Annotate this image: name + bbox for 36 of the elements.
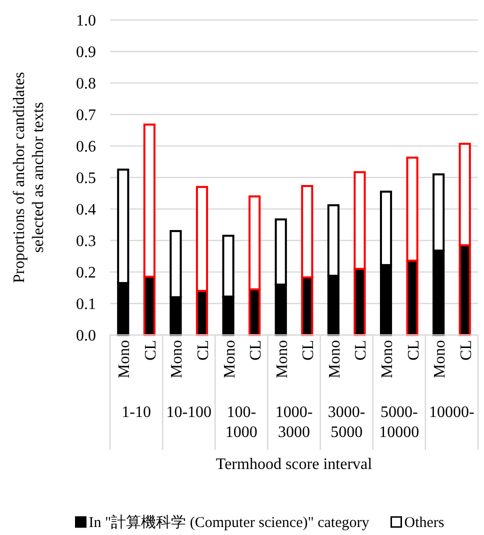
x-tick-label: CL (405, 340, 422, 360)
y-tick-label: 0.1 (76, 296, 96, 314)
y-tick-label: 0.2 (76, 264, 96, 282)
x-tick-label: CL (195, 340, 212, 360)
text: 5000-10000 (379, 404, 420, 441)
text: 10000- (429, 404, 474, 421)
x-tick-label: Mono (379, 340, 396, 378)
x-tick-label: Mono (116, 340, 134, 378)
y-tick-label: 0.0 (76, 328, 96, 345)
text: 10-100 (166, 404, 212, 421)
legend-label: Others (404, 515, 444, 531)
x-tick-label: Mono (274, 340, 291, 378)
text: 1000-3000 (275, 404, 313, 441)
x-tick-label: CL (352, 340, 370, 360)
text: 1-10 (122, 404, 151, 421)
y-tick-label: 1.0 (76, 12, 96, 30)
y-tick-label: 0.5 (76, 170, 96, 188)
x-tick-label: CL (458, 340, 475, 360)
text: 100-1000 (225, 404, 258, 441)
x-axis-title: Termhood score interval (216, 456, 373, 473)
y-axis-title: Proportions of anchor candidates selected as anchor texts (11, 72, 48, 284)
y-tick-label: 0.4 (76, 202, 96, 219)
x-tick-label: Mono (168, 340, 186, 378)
legend-label: In "計算機科学 (Computer science)" category (88, 514, 370, 531)
y-tick-label: 0.7 (76, 107, 96, 124)
y-tick-label: 0.8 (76, 76, 96, 93)
x-tick-label: Mono (432, 340, 449, 378)
x-tick-label: CL (300, 340, 318, 360)
y-tick-label: 0.9 (76, 44, 96, 62)
y-tick-label: 0.3 (76, 233, 96, 250)
y-tick-label: 0.6 (76, 138, 96, 156)
x-tick-label: CL (248, 340, 265, 360)
x-tick-label: Mono (326, 340, 344, 378)
x-tick-label: Mono (221, 340, 238, 378)
x-tick-label: CL (142, 340, 160, 360)
text: 3000-5000 (328, 404, 366, 441)
